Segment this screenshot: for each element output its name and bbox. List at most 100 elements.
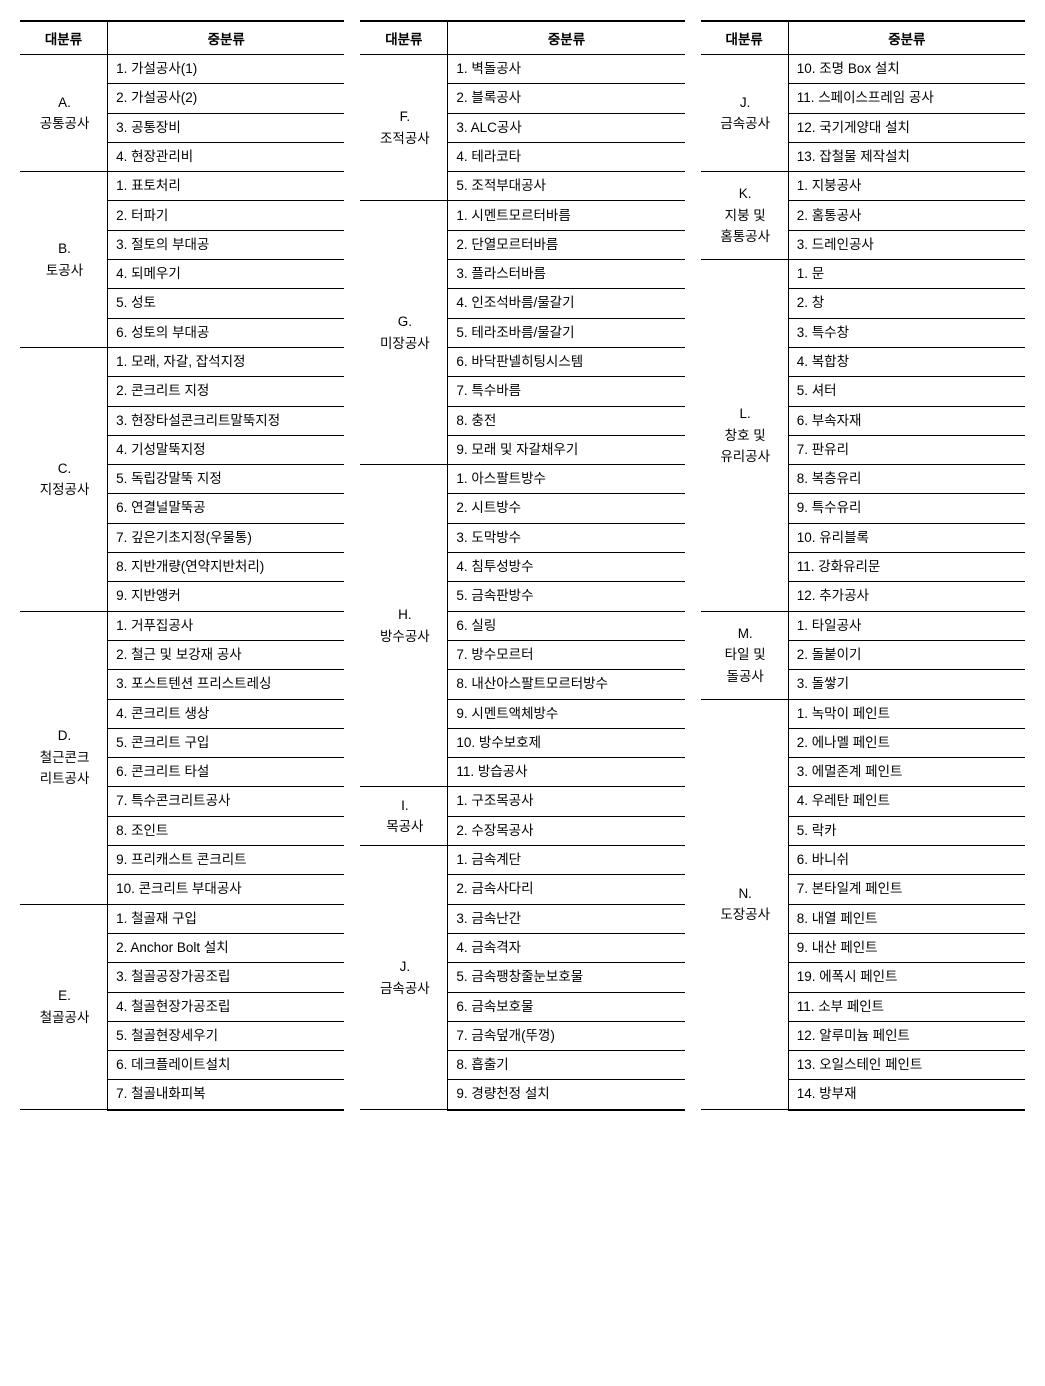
subcategory-cell: 9. 모래 및 자갈채우기 bbox=[448, 435, 685, 464]
column-3: 대분류 중분류 J. 금속공사10. 조명 Box 설치11. 스페이스프레임 … bbox=[701, 20, 1025, 1111]
table-row: N. 도장공사1. 녹막이 페인트 bbox=[701, 699, 1025, 728]
subcategory-cell: 5. 셔터 bbox=[788, 377, 1025, 406]
subcategory-cell: 1. 철골재 구입 bbox=[108, 904, 345, 933]
subcategory-cell: 7. 금속덮개(뚜껑) bbox=[448, 1021, 685, 1050]
subcategory-cell: 2. 가설공사(2) bbox=[108, 84, 345, 113]
subcategory-cell: 7. 깊은기초지정(우물통) bbox=[108, 523, 345, 552]
classification-table-3: 대분류 중분류 J. 금속공사10. 조명 Box 설치11. 스페이스프레임 … bbox=[701, 20, 1025, 1111]
subcategory-cell: 8. 조인트 bbox=[108, 816, 345, 845]
category-cell: K. 지붕 및 홈통공사 bbox=[701, 172, 789, 260]
table-row: F. 조적공사1. 벽돌공사 bbox=[360, 55, 684, 84]
table-row: L. 창호 및 유리공사1. 문 bbox=[701, 260, 1025, 289]
subcategory-cell: 4. 금속격자 bbox=[448, 933, 685, 962]
subcategory-cell: 13. 잡철물 제작설치 bbox=[788, 142, 1025, 171]
subcategory-cell: 6. 바닥판넬히팅시스템 bbox=[448, 347, 685, 376]
category-cell: M. 타일 및 돌공사 bbox=[701, 611, 789, 699]
subcategory-cell: 9. 내산 페인트 bbox=[788, 933, 1025, 962]
subcategory-cell: 2. 시트방수 bbox=[448, 494, 685, 523]
table-row: H. 방수공사1. 아스팔트방수 bbox=[360, 465, 684, 494]
subcategory-cell: 2. 콘크리트 지정 bbox=[108, 377, 345, 406]
subcategory-cell: 12. 추가공사 bbox=[788, 582, 1025, 611]
subcategory-cell: 14. 방부재 bbox=[788, 1080, 1025, 1110]
subcategory-cell: 1. 모래, 자갈, 잡석지정 bbox=[108, 347, 345, 376]
table-row: M. 타일 및 돌공사1. 타일공사 bbox=[701, 611, 1025, 640]
subcategory-cell: 5. 락카 bbox=[788, 816, 1025, 845]
subcategory-cell: 5. 금속팽창줄눈보호물 bbox=[448, 963, 685, 992]
subcategory-cell: 1. 가설공사(1) bbox=[108, 55, 345, 84]
subcategory-cell: 4. 테라코타 bbox=[448, 142, 685, 171]
subcategory-cell: 5. 성토 bbox=[108, 289, 345, 318]
subcategory-cell: 6. 콘크리트 타설 bbox=[108, 758, 345, 787]
subcategory-cell: 2. 수장목공사 bbox=[448, 816, 685, 845]
subcategory-cell: 6. 금속보호물 bbox=[448, 992, 685, 1021]
subcategory-cell: 19. 에폭시 페인트 bbox=[788, 963, 1025, 992]
subcategory-cell: 9. 시멘트액체방수 bbox=[448, 699, 685, 728]
classification-table-1: 대분류 중분류 A. 공통공사1. 가설공사(1)2. 가설공사(2)3. 공통… bbox=[20, 20, 344, 1111]
subcategory-cell: 4. 철골현장가공조립 bbox=[108, 992, 345, 1021]
subcategory-cell: 2. 철근 및 보강재 공사 bbox=[108, 640, 345, 669]
subcategory-cell: 7. 방수모르터 bbox=[448, 640, 685, 669]
category-cell: G. 미장공사 bbox=[360, 201, 448, 465]
subcategory-cell: 5. 테라조바름/물갈기 bbox=[448, 318, 685, 347]
subcategory-cell: 3. 현장타설콘크리트말뚝지정 bbox=[108, 406, 345, 435]
subcategory-cell: 1. 벽돌공사 bbox=[448, 55, 685, 84]
subcategory-cell: 2. 금속사다리 bbox=[448, 875, 685, 904]
subcategory-cell: 9. 프리캐스트 콘크리트 bbox=[108, 846, 345, 875]
subcategory-cell: 8. 내열 페인트 bbox=[788, 904, 1025, 933]
subcategory-cell: 1. 표토처리 bbox=[108, 172, 345, 201]
subcategory-cell: 6. 부속자재 bbox=[788, 406, 1025, 435]
subcategory-cell: 3. 특수창 bbox=[788, 318, 1025, 347]
category-cell: F. 조적공사 bbox=[360, 55, 448, 201]
subcategory-cell: 2. 블록공사 bbox=[448, 84, 685, 113]
subcategory-cell: 2. Anchor Bolt 설치 bbox=[108, 933, 345, 962]
subcategory-cell: 3. 포스트텐션 프리스트레싱 bbox=[108, 670, 345, 699]
table-row: D. 철근콘크 리트공사1. 거푸집공사 bbox=[20, 611, 344, 640]
header-subcategory: 중분류 bbox=[108, 21, 345, 55]
table-row: B. 토공사1. 표토처리 bbox=[20, 172, 344, 201]
category-cell: A. 공통공사 bbox=[20, 55, 108, 172]
subcategory-cell: 4. 되메우기 bbox=[108, 260, 345, 289]
subcategory-cell: 11. 소부 페인트 bbox=[788, 992, 1025, 1021]
subcategory-cell: 8. 지반개량(연약지반처리) bbox=[108, 553, 345, 582]
table-row: J. 금속공사10. 조명 Box 설치 bbox=[701, 55, 1025, 84]
subcategory-cell: 6. 연결널말뚝공 bbox=[108, 494, 345, 523]
subcategory-cell: 2. 홈통공사 bbox=[788, 201, 1025, 230]
subcategory-cell: 1. 문 bbox=[788, 260, 1025, 289]
subcategory-cell: 4. 복합창 bbox=[788, 347, 1025, 376]
subcategory-cell: 5. 금속판방수 bbox=[448, 582, 685, 611]
header-category: 대분류 bbox=[701, 21, 789, 55]
table-columns-wrapper: 대분류 중분류 A. 공통공사1. 가설공사(1)2. 가설공사(2)3. 공통… bbox=[20, 20, 1025, 1111]
category-cell: E. 철골공사 bbox=[20, 904, 108, 1110]
table-row: E. 철골공사1. 철골재 구입 bbox=[20, 904, 344, 933]
subcategory-cell: 1. 금속계단 bbox=[448, 846, 685, 875]
table-row: I. 목공사1. 구조목공사 bbox=[360, 787, 684, 816]
subcategory-cell: 4. 침투성방수 bbox=[448, 553, 685, 582]
subcategory-cell: 2. 터파기 bbox=[108, 201, 345, 230]
column-2: 대분류 중분류 F. 조적공사1. 벽돌공사2. 블록공사3. ALC공사4. … bbox=[360, 20, 684, 1111]
category-cell: L. 창호 및 유리공사 bbox=[701, 260, 789, 612]
category-cell: N. 도장공사 bbox=[701, 699, 789, 1110]
subcategory-cell: 5. 조적부대공사 bbox=[448, 172, 685, 201]
subcategory-cell: 1. 시멘트모르터바름 bbox=[448, 201, 685, 230]
subcategory-cell: 8. 충전 bbox=[448, 406, 685, 435]
category-cell: C. 지정공사 bbox=[20, 347, 108, 611]
subcategory-cell: 9. 특수유리 bbox=[788, 494, 1025, 523]
subcategory-cell: 1. 아스팔트방수 bbox=[448, 465, 685, 494]
subcategory-cell: 11. 방습공사 bbox=[448, 758, 685, 787]
subcategory-cell: 6. 실링 bbox=[448, 611, 685, 640]
column-1: 대분류 중분류 A. 공통공사1. 가설공사(1)2. 가설공사(2)3. 공통… bbox=[20, 20, 344, 1111]
subcategory-cell: 2. 창 bbox=[788, 289, 1025, 318]
category-cell: B. 토공사 bbox=[20, 172, 108, 348]
subcategory-cell: 6. 바니쉬 bbox=[788, 846, 1025, 875]
category-cell: J. 금속공사 bbox=[701, 55, 789, 172]
subcategory-cell: 6. 데크플레이트설치 bbox=[108, 1051, 345, 1080]
subcategory-cell: 7. 특수바름 bbox=[448, 377, 685, 406]
subcategory-cell: 10. 콘크리트 부대공사 bbox=[108, 875, 345, 904]
subcategory-cell: 4. 현장관리비 bbox=[108, 142, 345, 171]
subcategory-cell: 8. 내산아스팔트모르터방수 bbox=[448, 670, 685, 699]
table-row: C. 지정공사1. 모래, 자갈, 잡석지정 bbox=[20, 347, 344, 376]
subcategory-cell: 2. 단열모르터바름 bbox=[448, 230, 685, 259]
header-category: 대분류 bbox=[360, 21, 448, 55]
subcategory-cell: 3. 공통장비 bbox=[108, 113, 345, 142]
subcategory-cell: 9. 경량천정 설치 bbox=[448, 1080, 685, 1110]
